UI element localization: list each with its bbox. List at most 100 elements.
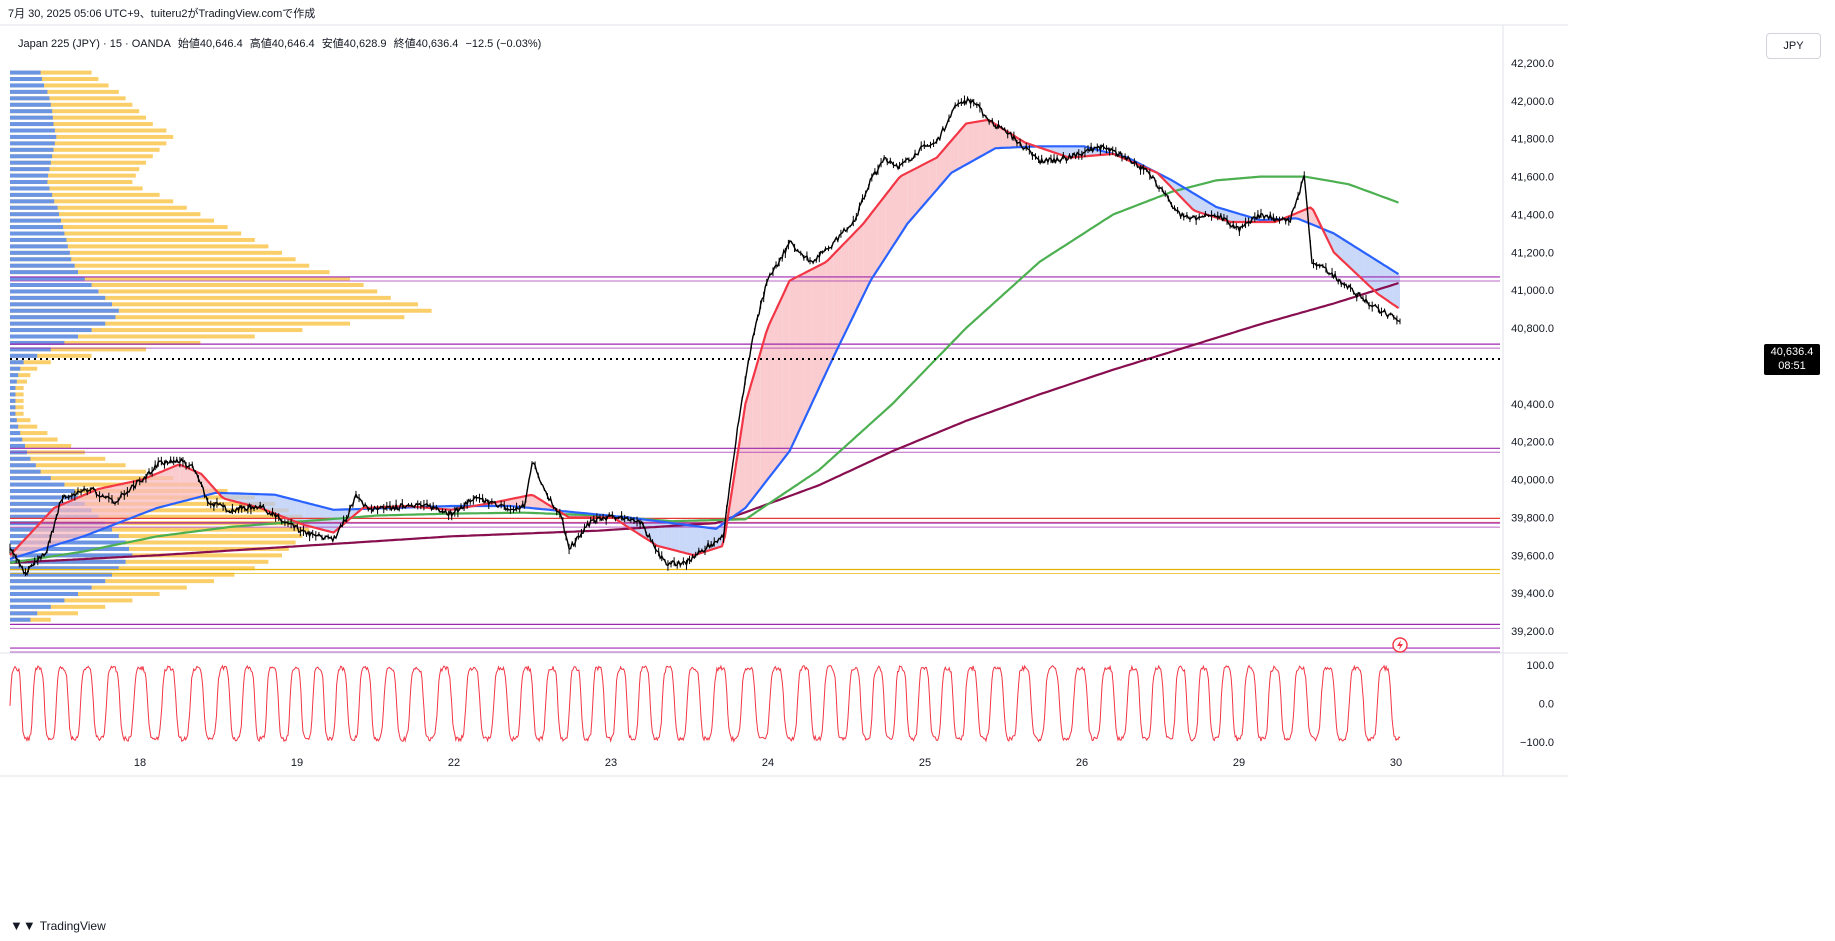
- brand[interactable]: ▼▼ TradingView: [10, 918, 106, 933]
- cloud-segment: [995, 124, 1003, 149]
- volume-profile-bar-total: [10, 334, 255, 339]
- volume-profile-bar-total: [10, 283, 364, 288]
- volume-profile-bar-total: [10, 154, 153, 159]
- symbol-name[interactable]: Japan 225 (JPY) · 15 · OANDA: [18, 38, 171, 50]
- cloud-segment: [774, 296, 783, 471]
- symbol-legend[interactable]: Japan 225 (JPY) · 15 · OANDA 始値40,646.4 …: [18, 35, 545, 51]
- volume-profile-bar-total: [10, 373, 31, 378]
- currency-button[interactable]: JPY: [1766, 33, 1821, 59]
- cloud-segment: [274, 494, 283, 517]
- volume-profile-bar-up: [10, 70, 41, 75]
- cloud-segment: [1186, 189, 1195, 211]
- volume-profile-bar-up: [10, 128, 55, 133]
- cloud-segment: [105, 485, 113, 528]
- volume-profile-bar-up: [10, 102, 51, 107]
- last-price-label: 40,636.4 08:51: [1764, 344, 1820, 376]
- volume-profile-bar-up: [10, 205, 58, 210]
- cloud-segment: [1385, 265, 1393, 305]
- cloud-segment: [922, 161, 930, 207]
- time-axis[interactable]: 18 19 22 23 24 25 26 29 30: [134, 757, 1402, 769]
- cloud-segment: [863, 214, 871, 296]
- volume-profile-bar-total: [10, 476, 174, 481]
- cloud-segment: [951, 132, 959, 173]
- alert-icon[interactable]: [1392, 637, 1408, 653]
- volume-profile-bar-up: [10, 572, 112, 577]
- cloud-segment: [899, 172, 908, 236]
- volume-profile-bar-total: [10, 418, 31, 423]
- volume-profile-bar-total: [10, 192, 160, 197]
- volume-profile-bar-up: [10, 173, 49, 178]
- volume-profile-bar-total: [10, 315, 405, 320]
- volume-profile-bar-total: [10, 205, 187, 210]
- cloud-segment: [1348, 242, 1356, 274]
- volume-profile-bar-up: [10, 443, 25, 448]
- volume-profile-bar-total: [10, 443, 72, 448]
- price-tick-label: 41,000.0: [1511, 285, 1554, 297]
- cloud-segment: [282, 496, 290, 520]
- volume-profile-bar-total: [10, 328, 303, 333]
- ema-long-line: [9, 282, 1399, 564]
- volume-profile-bar-total: [10, 308, 432, 313]
- volume-profile-bar-total: [10, 386, 24, 391]
- volume-profile-bar-up: [10, 398, 16, 403]
- horizontal-levels[interactable]: [10, 276, 1500, 653]
- volume-profile-bar-total: [10, 585, 187, 590]
- volume-profile-bar-total: [10, 424, 38, 429]
- volume-profile-bar-up: [10, 154, 53, 159]
- volume-profile-bar-total: [10, 366, 38, 371]
- volume-profile-bar-total: [10, 122, 153, 127]
- time-tick-label: 26: [1076, 757, 1088, 769]
- cloud-segment: [238, 493, 246, 505]
- volume-profile-bar-up: [10, 340, 65, 345]
- volume-profile-bar-total: [10, 89, 119, 94]
- cloud-segment: [892, 176, 900, 247]
- cloud-segment: [68, 498, 77, 541]
- price-tick-label: 40,800.0: [1511, 323, 1554, 335]
- volume-profile-bar-total: [10, 456, 106, 461]
- volume-profile-bar-up: [10, 559, 126, 564]
- pane-borders: [0, 24, 1568, 777]
- cloud-segment: [811, 265, 819, 404]
- oscillator-pane: 100.0 0.0 −100.0: [9, 660, 1554, 749]
- price-tick-label: 39,400.0: [1511, 588, 1554, 600]
- cloud-segment: [944, 140, 952, 182]
- volume-profile-bar-total: [10, 231, 242, 236]
- cloud-segment: [252, 494, 261, 508]
- volume-profile-bar-up: [10, 585, 92, 590]
- volume-profile-bar-total: [10, 102, 133, 107]
- cloud-segment: [664, 522, 672, 550]
- price-tick-label: 41,400.0: [1511, 209, 1554, 221]
- cloud-segment: [311, 504, 319, 529]
- cloud-segment: [193, 470, 202, 499]
- time-tick-label: 29: [1233, 757, 1245, 769]
- volume-profile-bar-up: [10, 122, 54, 127]
- cloud-segment: [789, 276, 797, 452]
- oscillator-tick-label: −100.0: [1520, 737, 1554, 749]
- volume-profile-bar-up: [10, 199, 55, 204]
- volume-profile-bar-up: [10, 379, 17, 384]
- cloud-segment: [39, 515, 47, 550]
- oscillator-line: [9, 664, 1401, 744]
- volume-profile-bar-up: [10, 96, 50, 101]
- cloud-segment: [149, 473, 158, 511]
- volume-profile-bar-total: [10, 263, 310, 268]
- volume-profile-bar-total: [10, 225, 228, 230]
- time-tick-label: 19: [291, 757, 303, 769]
- volume-profile-bar-total: [10, 431, 48, 436]
- volume-profile-bar-total: [10, 160, 146, 165]
- cloud-segment: [98, 487, 106, 531]
- cloud-segment: [855, 223, 864, 311]
- cloud-segment: [24, 531, 33, 555]
- volume-profile-bar-up: [10, 321, 106, 326]
- oscillator-tick-label: 100.0: [1526, 660, 1554, 672]
- price-axis[interactable]: 42,200.0 42,000.0 41,800.0 41,600.0 41,400.0…: [1511, 58, 1554, 638]
- volume-profile-bar-up: [10, 469, 41, 474]
- volume-profile-bar-total: [10, 411, 24, 416]
- price-tick-label: 39,600.0: [1511, 550, 1554, 562]
- cloud-segment: [135, 479, 143, 517]
- cloud-segment: [171, 464, 180, 505]
- ohlc-low: 安値40,628.9: [321, 38, 387, 50]
- cloud-segment: [936, 149, 944, 190]
- volume-profile-bar-up: [10, 212, 59, 217]
